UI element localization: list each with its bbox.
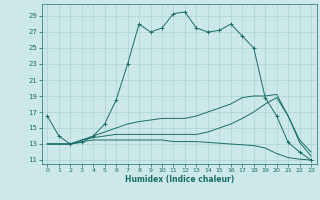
X-axis label: Humidex (Indice chaleur): Humidex (Indice chaleur) bbox=[124, 175, 234, 184]
